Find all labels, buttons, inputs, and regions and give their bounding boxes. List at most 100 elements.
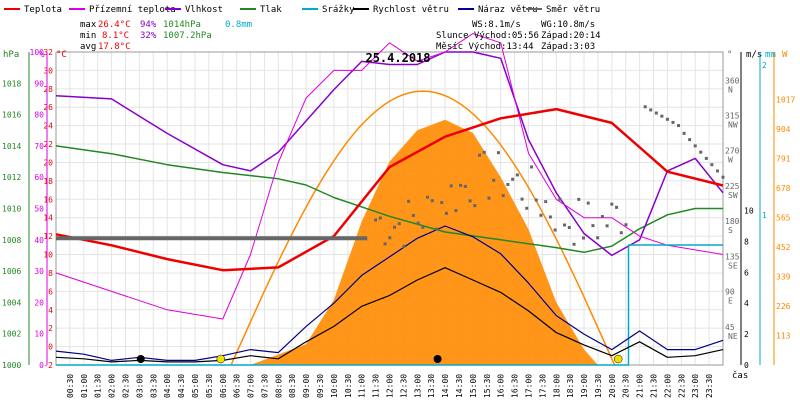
wind-direction-point	[416, 221, 420, 225]
wind-direction-point	[449, 184, 453, 188]
time-tick-label: 07:30	[260, 374, 269, 398]
wind-direction-point	[515, 173, 519, 177]
wind-direction-point	[548, 215, 552, 219]
hpa-tick-label: 1014	[2, 142, 21, 151]
legend-label-wind: Rychlost větru	[373, 5, 449, 15]
wind-direction-point	[506, 182, 510, 186]
axis-title-percent: %	[39, 50, 45, 60]
wind-direction-point	[430, 199, 434, 203]
time-tick-label: 16:00	[497, 374, 506, 398]
axis-title-degrees: °	[727, 50, 732, 60]
w-tick-label: 565	[776, 214, 791, 223]
legend-label-feel: Přízemní teplota	[89, 5, 176, 15]
wind-direction-points	[56, 105, 725, 248]
hpa-tick-label: 1000	[2, 361, 21, 370]
wind-direction-point	[482, 150, 486, 154]
wind-direction-point	[704, 156, 708, 160]
hpa-tick-label: 1016	[2, 111, 21, 120]
time-tick-label: 03:00	[135, 374, 144, 398]
wind-direction-point	[525, 206, 529, 210]
wind-direction-point	[660, 114, 664, 118]
time-tick-label: 20:30	[622, 374, 631, 398]
wind-direction-point	[710, 163, 714, 167]
direction-name-label: SE	[728, 261, 738, 270]
celsius-tick-label: 12	[43, 232, 53, 241]
time-tick-label: 10:00	[330, 374, 339, 398]
wind-direction-point	[572, 242, 576, 246]
legend-label-dir: Směr větru	[546, 5, 600, 15]
stats-avg-label: avg	[80, 42, 96, 52]
ms-tick-label: 4	[744, 299, 749, 308]
direction-tick-label: 315	[725, 112, 740, 121]
wind-direction-point	[654, 111, 658, 115]
wind-direction-point	[688, 138, 692, 142]
wind-direction-point	[715, 169, 719, 173]
rain-line	[56, 244, 723, 366]
chart-date-title: 25.4.2018	[365, 51, 430, 65]
time-tick-label: 00:30	[66, 374, 75, 398]
wind-direction-point	[402, 244, 406, 248]
wind-direction-point	[600, 215, 604, 219]
ms-tick-label: 2	[744, 330, 749, 339]
w-tick-label: 113	[776, 332, 791, 341]
wind-direction-point	[596, 236, 600, 240]
hpa-tick-label: 1018	[2, 79, 21, 88]
time-tick-label: 12:30	[399, 374, 408, 398]
sunset-marker	[613, 354, 623, 364]
axis-title-hpa: hPa	[3, 50, 19, 60]
legend: Teplota Přízemní teplota Vlhkost Tlak Srážky…	[4, 5, 600, 15]
ms-tick-label: 6	[744, 268, 749, 277]
celsius-tick-label: 16	[43, 195, 53, 204]
direction-tick-label: 225	[725, 182, 740, 191]
solar-radiation-area	[250, 119, 598, 365]
wind-direction-point	[624, 223, 628, 227]
direction-tick-label: 270	[725, 147, 740, 156]
wind-direction-point	[539, 213, 543, 217]
time-tick-label: 01:30	[94, 374, 103, 398]
time-tick-label: 11:00	[358, 374, 367, 398]
stats-max-label: max	[80, 20, 97, 30]
time-tick-label: 06:30	[233, 374, 242, 398]
time-tick-label: 21:00	[636, 374, 645, 398]
direction-tick-label: 135	[725, 252, 740, 261]
celsius-tick-label: 4	[48, 306, 53, 315]
time-tick-label: 21:30	[650, 374, 659, 398]
wind-direction-point	[665, 117, 669, 121]
celsius-tick-label: 0	[48, 343, 53, 352]
celsius-tick-label: 30	[43, 66, 53, 75]
time-tick-label: 03:30	[149, 374, 158, 398]
time-tick-label: 06:00	[219, 374, 228, 398]
direction-tick-label: 90	[725, 288, 735, 297]
temperature-line	[55, 107, 724, 272]
celsius-tick-label: 10	[43, 251, 53, 260]
stats-min-humidity: 32%	[140, 31, 157, 41]
stats-min-label: min	[80, 31, 96, 41]
wind-direction-point	[378, 216, 382, 220]
w-tick-label: 339	[776, 273, 791, 282]
direction-name-label: NE	[728, 332, 738, 341]
axis-title-mm: mm	[765, 50, 776, 60]
time-tick-label: 15:30	[483, 374, 492, 398]
wind-direction-point	[435, 227, 439, 231]
percent-tick-label: 50	[34, 205, 44, 214]
w-tick-label: 226	[776, 302, 791, 311]
time-tick-label: 02:30	[121, 374, 130, 398]
time-tick-label: 09:00	[302, 374, 311, 398]
wind-direction-point	[388, 236, 392, 240]
time-tick-label: 23:30	[705, 374, 714, 398]
time-tick-label: 13:00	[413, 374, 422, 398]
celsius-tick-label: 8	[48, 269, 53, 278]
legend-label-press: Tlak	[260, 5, 282, 15]
wind-direction-point	[586, 201, 590, 205]
ms-tick-label: 10	[744, 207, 754, 216]
direction-tick-label: 360	[725, 76, 740, 85]
time-tick-label: 14:30	[455, 374, 464, 398]
stats-moonrise: Měsíc Východ:13:44	[436, 42, 534, 52]
wind-direction-point	[454, 209, 458, 213]
time-tick-label: 04:00	[163, 374, 172, 398]
stats-max-temp: 26.4°C	[98, 20, 131, 30]
celsius-tick-label: 24	[43, 122, 53, 131]
wind-direction-point	[444, 211, 448, 215]
